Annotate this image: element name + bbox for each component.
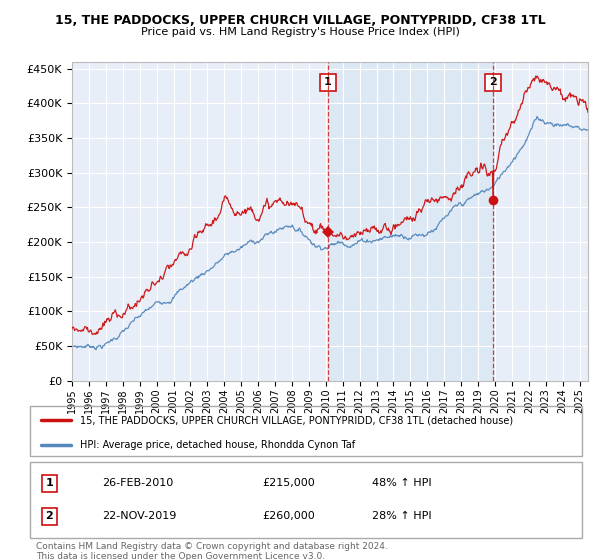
Text: 26-FEB-2010: 26-FEB-2010: [102, 478, 173, 488]
Text: Contains HM Land Registry data © Crown copyright and database right 2024.
This d: Contains HM Land Registry data © Crown c…: [36, 542, 388, 560]
Text: 2: 2: [489, 77, 497, 87]
Text: 48% ↑ HPI: 48% ↑ HPI: [372, 478, 432, 488]
Text: HPI: Average price, detached house, Rhondda Cynon Taf: HPI: Average price, detached house, Rhon…: [80, 440, 355, 450]
Text: 15, THE PADDOCKS, UPPER CHURCH VILLAGE, PONTYPRIDD, CF38 1TL (detached house): 15, THE PADDOCKS, UPPER CHURCH VILLAGE, …: [80, 415, 513, 425]
Text: 2: 2: [46, 511, 53, 521]
Text: £215,000: £215,000: [262, 478, 314, 488]
Bar: [328, 62, 493, 381]
Text: 22-NOV-2019: 22-NOV-2019: [102, 511, 176, 521]
Text: £260,000: £260,000: [262, 511, 314, 521]
Text: 15, THE PADDOCKS, UPPER CHURCH VILLAGE, PONTYPRIDD, CF38 1TL: 15, THE PADDOCKS, UPPER CHURCH VILLAGE, …: [55, 14, 545, 27]
Text: 1: 1: [324, 77, 332, 87]
Text: Price paid vs. HM Land Registry's House Price Index (HPI): Price paid vs. HM Land Registry's House …: [140, 27, 460, 37]
Text: 28% ↑ HPI: 28% ↑ HPI: [372, 511, 432, 521]
Text: 1: 1: [46, 478, 53, 488]
